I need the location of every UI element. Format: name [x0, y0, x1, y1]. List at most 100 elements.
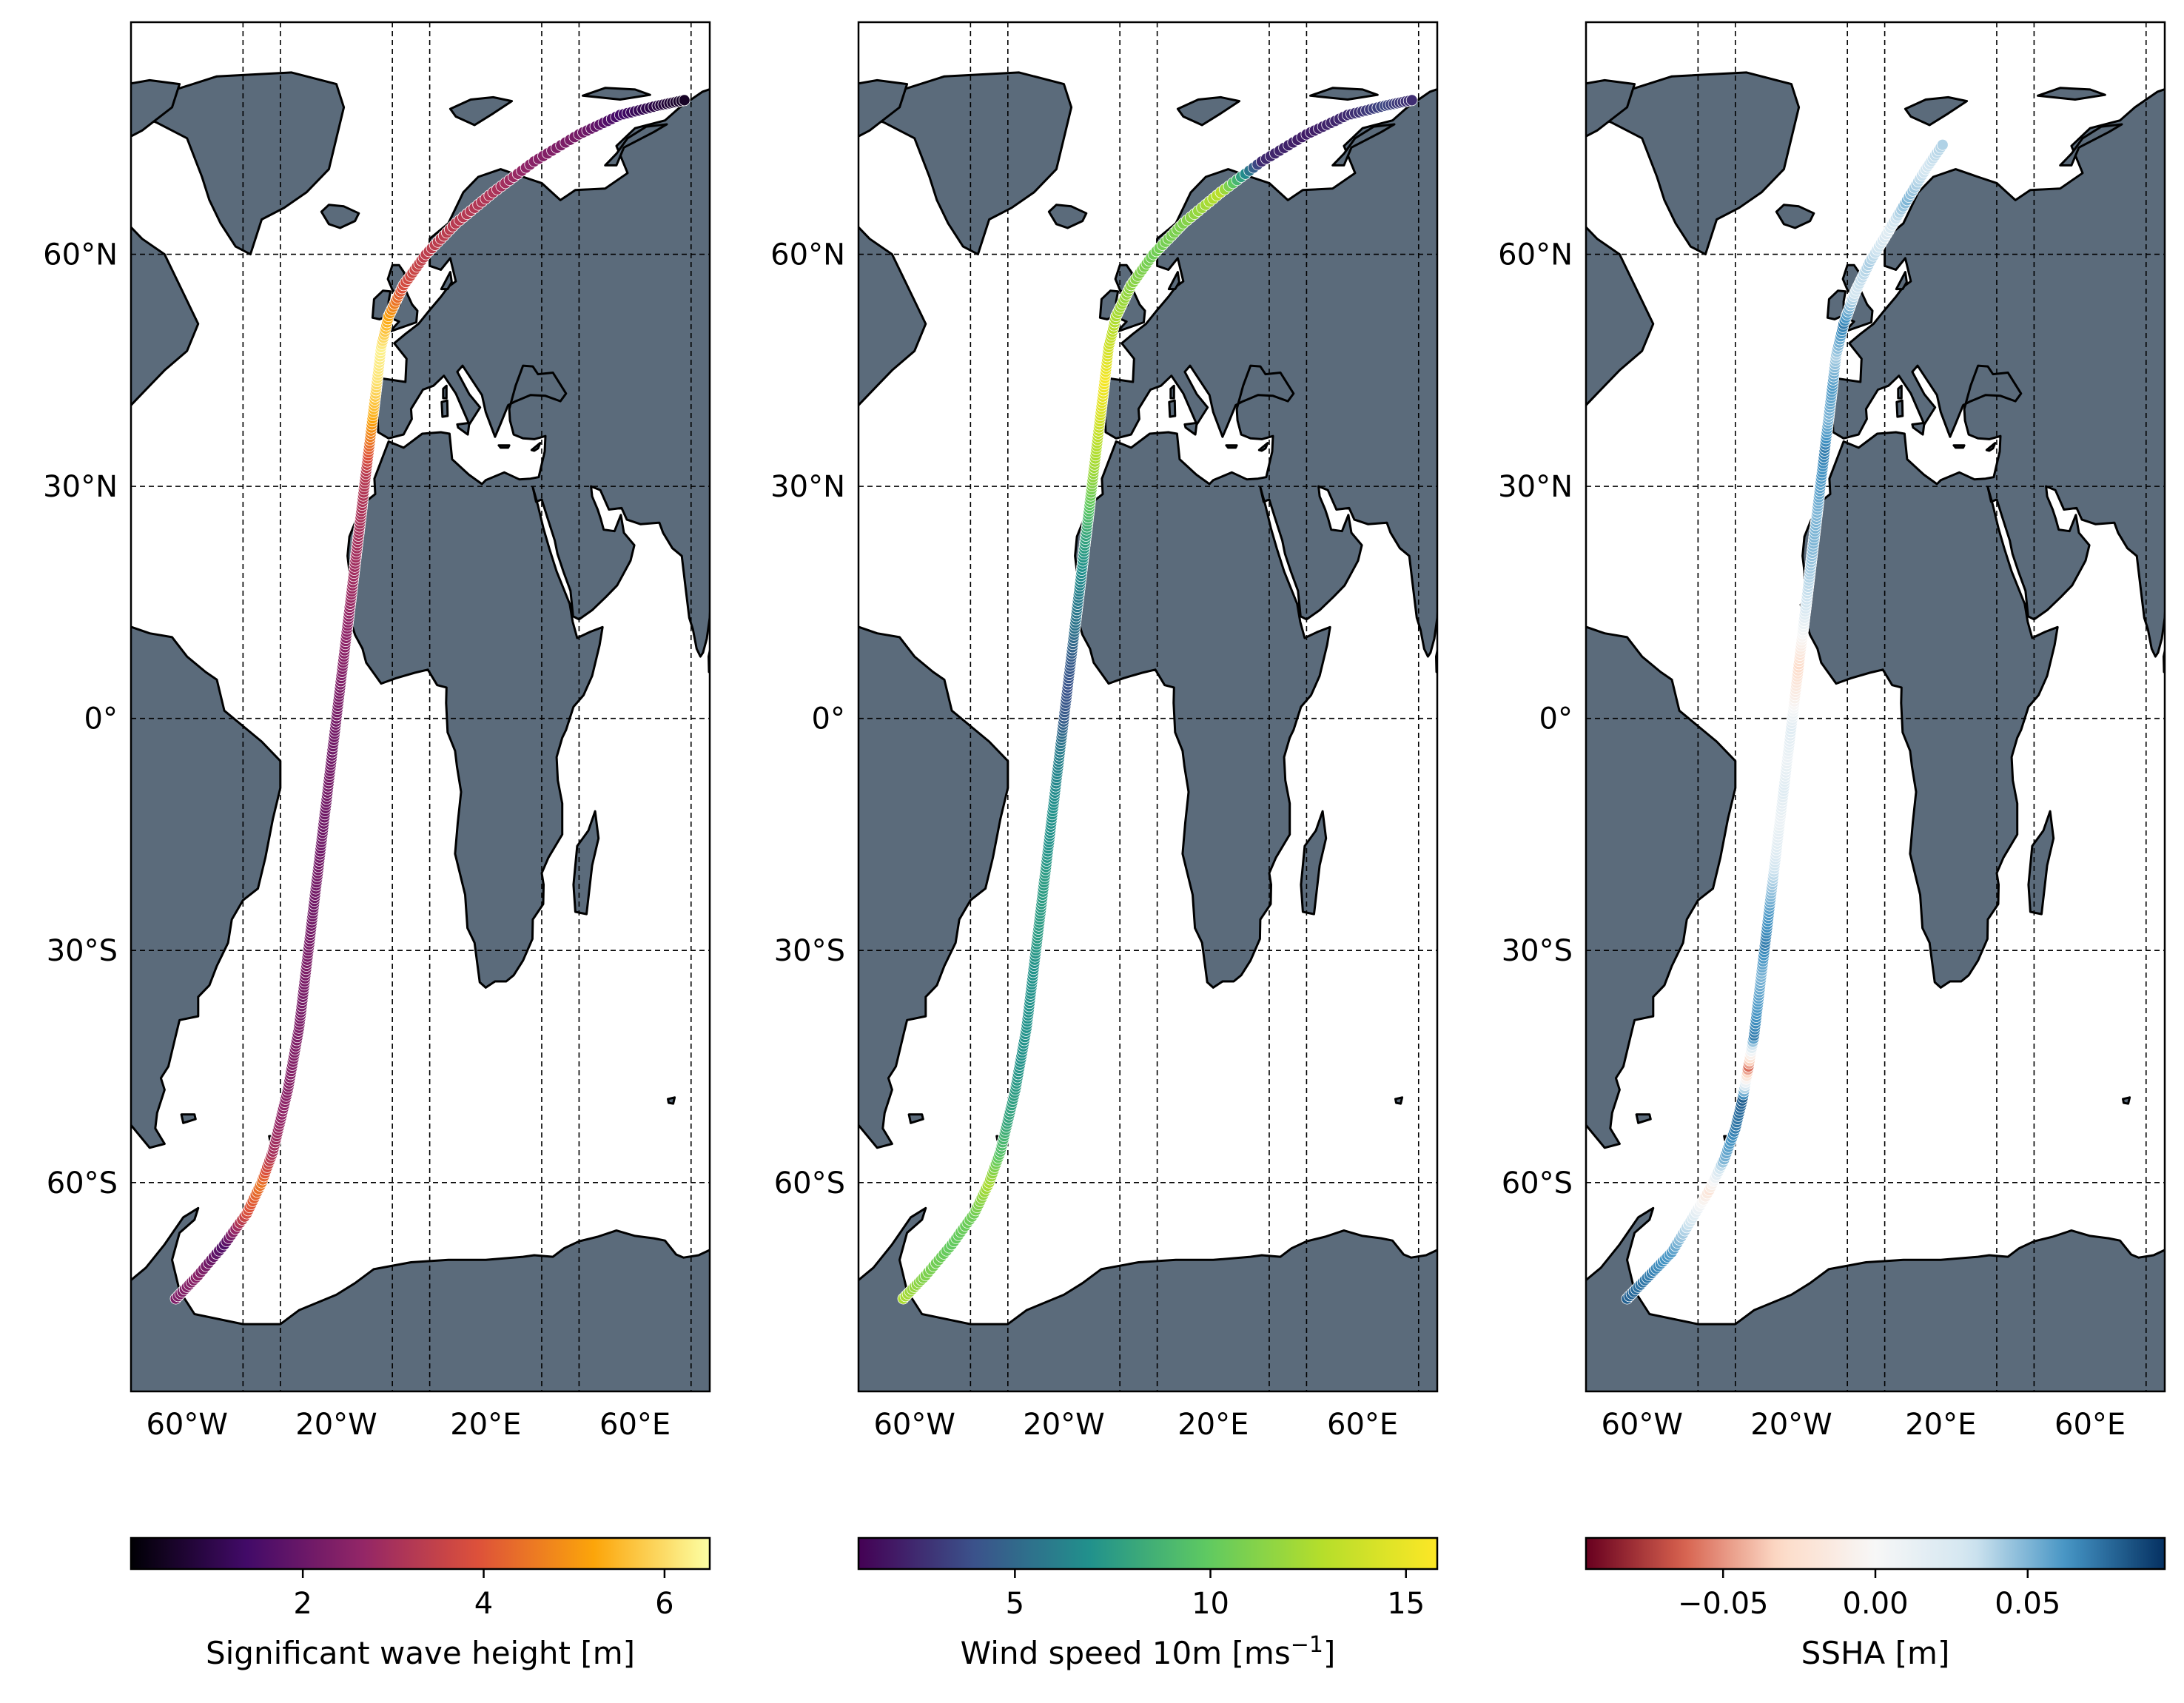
lon-tick-label: 60°E: [1327, 1408, 1398, 1442]
lon-tick-label: 20°E: [1905, 1408, 1976, 1442]
lat-tick-label: 0°: [812, 702, 845, 736]
land-corsica: [442, 384, 448, 400]
track: [897, 94, 1418, 1305]
land-cyprus: [1257, 442, 1269, 452]
land-iceland: [1775, 204, 1815, 229]
land-antarctica: [859, 1206, 1437, 1391]
land-antarctica: [131, 1206, 710, 1391]
land-madagascar: [2027, 810, 2055, 916]
lat-tick-label: 60°N: [43, 238, 118, 272]
map-frame: [1585, 21, 2166, 1393]
land-jutland: [1895, 271, 1908, 291]
colorbar-tick-label: 6: [655, 1587, 673, 1621]
land-frzJosef: [1309, 87, 1379, 101]
land-crete: [1952, 444, 1966, 449]
map-area: [859, 22, 1437, 1391]
map-area: [1586, 22, 2165, 1391]
map-frame: [857, 21, 1439, 1393]
land-sicily: [456, 421, 471, 436]
land-canadaIsl: [131, 78, 181, 138]
land-svalbard: [1904, 95, 1969, 127]
lat-tick-label: 60°S: [47, 1166, 118, 1200]
lat-tick-label: 30°S: [1502, 934, 1573, 968]
colorbar-gradient: [1585, 1536, 2166, 1571]
colorbar-tick-label: −0.05: [1678, 1587, 1769, 1621]
land-falklands: [180, 1113, 197, 1124]
land-madagascar: [1300, 810, 1328, 916]
colorbar-gradient: [857, 1536, 1439, 1571]
land-sardinia: [1895, 399, 1904, 418]
land-cyprus: [1985, 442, 1997, 452]
lat-tick-label: 30°N: [770, 470, 845, 504]
lon-tick-label: 60°W: [1601, 1408, 1682, 1442]
colorbar-tick-label: 5: [1006, 1587, 1024, 1621]
land-jutland: [440, 271, 453, 291]
track-point: [1936, 138, 1949, 151]
land-kerguelen: [2122, 1096, 2131, 1105]
lat-tick-label: 30°S: [774, 934, 845, 968]
lon-tick-label: 20°E: [450, 1408, 521, 1442]
colorbar-label: Significant wave height [m]: [206, 1635, 635, 1671]
colorbar-tick-label: 0.00: [1842, 1587, 1908, 1621]
land-kerguelen: [667, 1096, 676, 1105]
land-cyprus: [530, 442, 542, 452]
map-panel-3: 60°N 30°N 0° 30°S 60°S 60°W 20°W 20°E 60°E −0.05 0…: [1498, 21, 2166, 1671]
land-kerguelen: [1394, 1096, 1404, 1105]
colorbar-3: −0.05 0.00 0.05 SSHA [m]: [1585, 1536, 2166, 1671]
land-novaya: [1331, 123, 1396, 167]
land-falklands: [907, 1113, 924, 1124]
map-panel-1: 60°N 30°N 0° 30°S 60°S 60°W 20°W 20°E 60°E 2 4 6 Sig…: [43, 21, 711, 1671]
lat-tick-label: 0°: [1539, 702, 1573, 736]
lat-tick-label: 60°S: [774, 1166, 845, 1200]
colorbar-tick-label: 2: [293, 1587, 312, 1621]
land-ireland: [1826, 289, 1847, 320]
land-sardinia: [1168, 399, 1177, 418]
land-americasN: [859, 225, 927, 407]
track-point: [678, 94, 691, 107]
land-greenland: [137, 71, 346, 256]
land-greenland: [864, 71, 1073, 256]
lon-tick-label: 60°W: [873, 1408, 955, 1442]
lon-tick-label: 20°E: [1177, 1408, 1249, 1442]
colorbar-tick-label: 0.05: [1995, 1587, 2060, 1621]
land-greenland: [1592, 71, 1801, 256]
land-corsica: [1169, 384, 1175, 400]
land-iceland: [1047, 204, 1088, 229]
land-frzJosef: [2037, 87, 2106, 101]
land-svalbard: [1176, 95, 1241, 127]
lon-tick-label: 20°W: [1750, 1408, 1832, 1442]
lon-tick-label: 60°E: [2054, 1408, 2126, 1442]
lon-tick-label: 60°W: [146, 1408, 227, 1442]
colorbar-tick-label: 4: [474, 1587, 493, 1621]
land-svalbard: [448, 95, 514, 127]
lat-tick-label: 30°N: [43, 470, 118, 504]
land-novaya: [604, 123, 668, 167]
land-canadaIsl: [1586, 78, 1636, 138]
land-crete: [497, 444, 511, 449]
land-americasS: [859, 625, 1009, 1149]
land-iceland: [320, 204, 360, 229]
colorbar-gradient: [130, 1536, 711, 1571]
map-panel-2: 60°N 30°N 0° 30°S 60°S 60°W 20°W 20°E 60°E 5 10 15 W…: [770, 21, 1439, 1671]
lon-tick-label: 60°E: [599, 1408, 671, 1442]
land-novaya: [2059, 123, 2123, 167]
colorbar-1: 2 4 6 Significant wave height [m]: [130, 1536, 711, 1671]
colorbar-2: 5 10 15 Wind speed 10m [ms−1]: [857, 1536, 1439, 1671]
track-point: [1405, 94, 1418, 107]
colorbar-tick-label: 15: [1387, 1587, 1425, 1621]
lat-tick-label: 0°: [84, 702, 118, 736]
land-americasN: [1586, 225, 1655, 407]
track: [169, 94, 691, 1305]
lat-tick-label: 30°N: [1498, 470, 1573, 504]
land-americasS: [1586, 625, 1737, 1149]
land-frzJosef: [582, 87, 651, 101]
land-antarctica: [1586, 1206, 2165, 1391]
land-crete: [1225, 444, 1238, 449]
lon-tick-label: 20°W: [1023, 1408, 1104, 1442]
map-frame: [130, 21, 711, 1393]
land-sicily: [1911, 421, 1926, 436]
land-americasN: [131, 225, 200, 407]
track: [1621, 138, 1949, 1305]
lat-tick-label: 30°S: [47, 934, 118, 968]
